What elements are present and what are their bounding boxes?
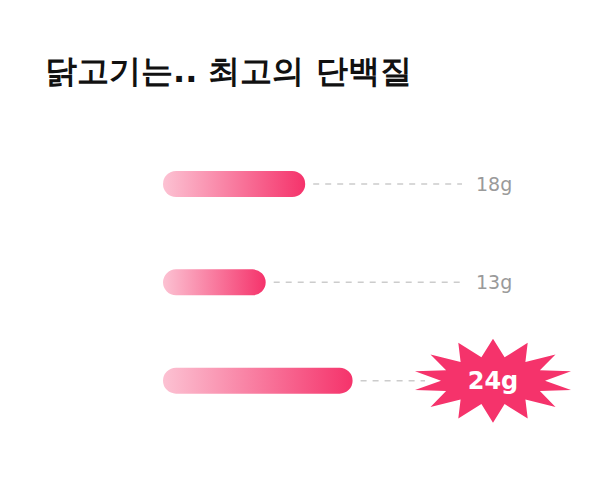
html-text:닭고기는.. 최고의 단백질: 닭고기는.. 최고의 단백질 [45, 52, 412, 90]
svg-text:18g: 18g [476, 173, 512, 195]
svg-text:13g: 13g [476, 271, 512, 293]
svg-text:24g: 24g [468, 367, 519, 395]
